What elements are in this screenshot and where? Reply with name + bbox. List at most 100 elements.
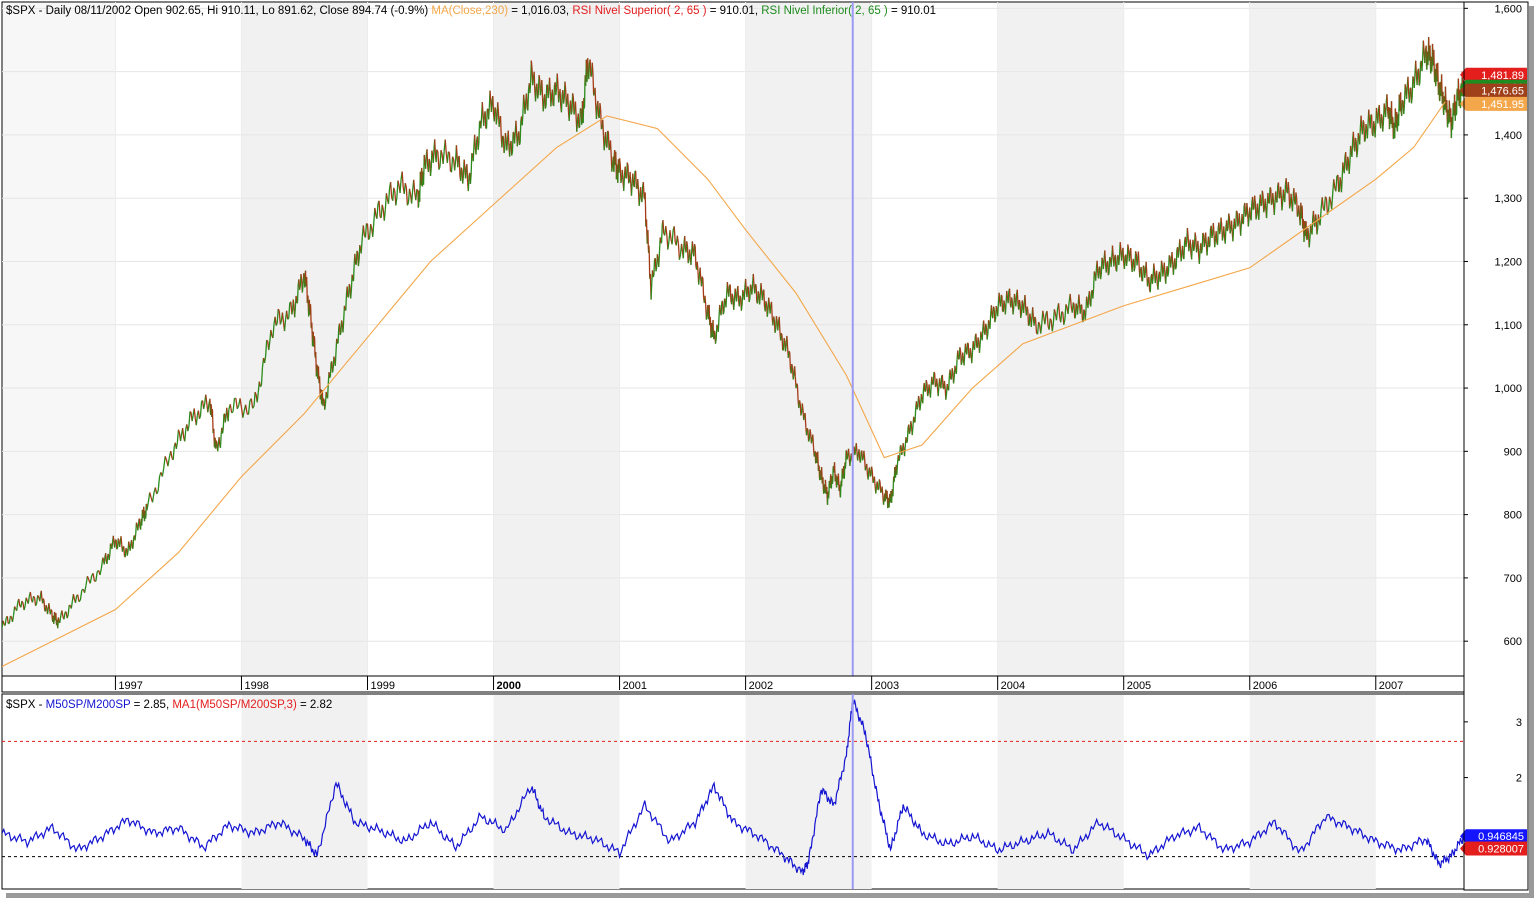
price-segment: [380, 204, 383, 218]
price-segment: [671, 229, 674, 245]
price-segment: [564, 81, 567, 90]
price-segment: [438, 166, 441, 170]
price-segment: [869, 475, 872, 477]
price-segment: [855, 443, 858, 452]
year-band: [997, 695, 1124, 889]
price-segment: [574, 101, 577, 118]
price-segment: [99, 567, 103, 576]
price-segment: [594, 87, 597, 107]
price-segment: [288, 302, 291, 319]
price-segment: [786, 335, 789, 348]
price-segment: [626, 162, 629, 166]
price-segment: [1053, 309, 1057, 314]
price-segment: [806, 428, 809, 431]
price-segment: [1016, 289, 1019, 305]
price-segment: [1251, 196, 1254, 210]
price-segment: [360, 237, 363, 254]
price-segment: [1193, 247, 1196, 251]
price-segment: [804, 412, 807, 428]
price-segment: [967, 342, 969, 345]
price-tag-label: 1,481.89: [1481, 70, 1524, 82]
price-segment: [184, 429, 187, 442]
price-segment: [340, 320, 343, 325]
price-segment: [490, 100, 493, 113]
price-segment: [1377, 109, 1380, 124]
price-segment: [880, 490, 883, 493]
x-tick-label: 2007: [1379, 680, 1403, 692]
price-segment: [1285, 178, 1288, 193]
price-segment: [1328, 196, 1332, 202]
price-segment: [1093, 271, 1096, 275]
price-segment: [102, 557, 105, 561]
price-segment: [427, 158, 430, 173]
price-series: [2, 37, 1464, 667]
price-segment: [132, 537, 135, 549]
price-segment: [478, 121, 481, 144]
price-segment: [606, 130, 609, 148]
price-segment: [916, 407, 919, 410]
price-segment: [1352, 131, 1355, 148]
price-segment: [1040, 323, 1043, 334]
price-segment: [439, 150, 442, 167]
price-segment: [423, 154, 426, 162]
indicator-panel[interactable]: [1, 693, 1465, 890]
price-segment: [154, 487, 158, 495]
price-segment: [1368, 109, 1371, 122]
price-segment: [760, 283, 763, 292]
price-segment: [448, 152, 452, 172]
price-segment: [1211, 233, 1214, 239]
price-segment: [1079, 304, 1082, 314]
price-segment: [1287, 182, 1290, 191]
price-segment: [967, 343, 970, 358]
price-segment: [1276, 185, 1279, 203]
price-segment: [733, 301, 736, 310]
price-segment: [446, 151, 450, 163]
price-segment: [752, 273, 755, 286]
price-segment: [573, 109, 576, 115]
price-segment: [487, 107, 490, 120]
price-segment: [849, 457, 852, 466]
price-segment: [401, 171, 404, 188]
x-tick-label: 1997: [118, 680, 142, 692]
price-segment: [1340, 178, 1343, 193]
price-segment: [705, 314, 708, 320]
price-segment: [189, 411, 192, 413]
price-segment: [4, 617, 7, 626]
axis-frame: [1463, 1, 1529, 891]
price-segment: [1421, 57, 1424, 72]
price-segment: [550, 95, 553, 107]
price-segment: [999, 295, 1002, 307]
price-segment: [109, 543, 112, 555]
price-segment: [329, 362, 332, 377]
price-segment: [1279, 186, 1282, 196]
price-segment: [8, 615, 12, 624]
price-segment: [910, 421, 913, 427]
price-tag: 1,476.65: [1460, 83, 1527, 98]
price-segment: [1252, 208, 1255, 211]
price-segment: [149, 492, 152, 498]
price-segment: [455, 145, 458, 157]
price-segment: [691, 241, 694, 253]
price-segment: [232, 398, 236, 412]
price-panel[interactable]: [1, 1, 1465, 677]
price-segment: [191, 415, 194, 422]
price-segment: [784, 343, 787, 352]
price-segment: [410, 190, 414, 204]
price-segment: [1140, 267, 1143, 282]
price-segment: [242, 410, 245, 418]
price-segment: [927, 392, 929, 397]
price-segment: [748, 298, 751, 303]
price-segment: [618, 158, 621, 166]
price-segment: [35, 603, 38, 607]
price-segment: [1212, 223, 1215, 234]
price-segment: [684, 236, 687, 250]
price-segment: [1349, 145, 1352, 152]
price-segment: [696, 261, 699, 272]
price-segment: [983, 320, 986, 333]
price-segment: [1119, 242, 1122, 251]
price-segment: [1018, 299, 1021, 304]
price-segment: [693, 243, 696, 247]
price-segment: [978, 344, 981, 353]
price-segment: [793, 366, 796, 377]
price-segment: [114, 539, 117, 548]
